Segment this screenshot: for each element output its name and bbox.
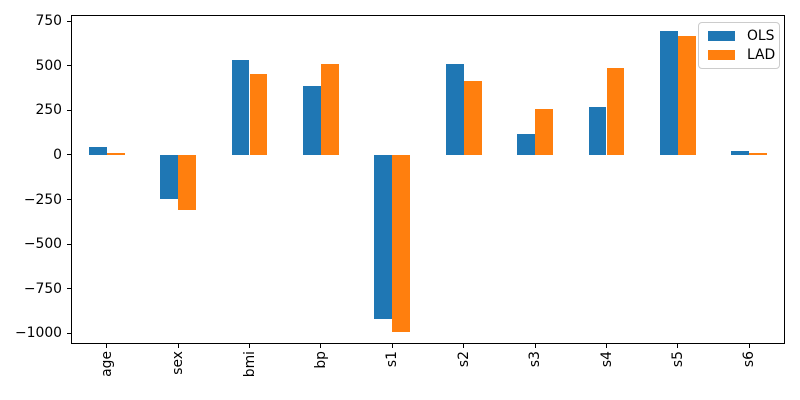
ols-bar-s4: [588, 106, 607, 155]
ols-bar-bmi: [231, 59, 250, 155]
y-tick-label: −500: [23, 236, 62, 253]
lad-bar-s2: [463, 80, 482, 155]
y-tick-mark: [67, 65, 71, 67]
x-tick-label-bmi: bmi: [241, 351, 258, 378]
lad-bar-s5: [677, 35, 696, 155]
y-tick-mark: [67, 154, 71, 156]
x-tick-mark: [249, 344, 250, 348]
y-tick-mark: [67, 288, 71, 290]
x-tick-label-s5: s5: [669, 351, 686, 368]
ols-bar-s1: [374, 154, 393, 320]
lad-bar-age: [106, 152, 125, 155]
x-tick-mark: [177, 344, 179, 348]
lad-bar-bmi: [249, 73, 268, 155]
x-tick-label-s6: s6: [741, 351, 758, 368]
lad-bar-bp: [320, 64, 339, 155]
legend-item-lad: LAD: [708, 47, 775, 63]
ols-bar-s2: [445, 64, 464, 155]
y-tick-mark: [67, 243, 71, 245]
x-tick-label-sex: sex: [170, 351, 187, 375]
x-tick-mark: [534, 344, 536, 348]
x-tick-mark: [106, 344, 108, 348]
x-tick-label-s3: s3: [527, 351, 544, 368]
lad-bar-sex: [178, 154, 196, 211]
y-tick-label: 250: [35, 102, 62, 119]
x-tick-mark: [391, 344, 393, 348]
lad-bar-s6: [749, 152, 768, 155]
lad-bar-s1: [392, 154, 411, 333]
x-tick-mark: [463, 344, 465, 348]
ols-bar-bp: [303, 86, 321, 155]
x-tick-mark: [320, 344, 322, 348]
ols-bar-s3: [517, 134, 536, 155]
x-tick-label-s2: s2: [455, 351, 472, 368]
x-tick-label-age: age: [98, 351, 115, 377]
ols-bar-sex: [160, 154, 179, 199]
y-tick-mark: [67, 109, 71, 111]
y-tick-label: 500: [35, 57, 62, 74]
lad-bar-s4: [606, 68, 625, 155]
x-tick-label-s1: s1: [384, 351, 401, 368]
y-tick-mark: [67, 332, 71, 334]
ols-bar-s6: [731, 150, 750, 155]
legend-swatch-icon: [708, 31, 735, 41]
y-tick-label: −1000: [15, 325, 62, 342]
y-tick-label: −250: [23, 191, 62, 208]
legend: OLS LAD: [698, 22, 780, 69]
legend-label: LAD: [747, 47, 776, 63]
legend-item-ols: OLS: [708, 28, 775, 44]
y-tick-mark: [67, 199, 71, 201]
y-tick-label: −750: [23, 280, 62, 297]
x-tick-label-s4: s4: [598, 351, 615, 368]
y-tick-mark: [67, 20, 71, 22]
y-tick-label: 0: [53, 146, 62, 163]
plot-area: [71, 15, 785, 344]
x-tick-label-bp: bp: [312, 351, 329, 369]
ols-bar-s5: [660, 31, 678, 155]
y-tick-label: 750: [35, 13, 62, 30]
legend-label: OLS: [747, 28, 775, 44]
x-tick-mark: [677, 344, 679, 348]
x-tick-mark: [748, 344, 750, 348]
legend-swatch-icon: [708, 50, 735, 60]
ols-bar-age: [88, 146, 107, 155]
lad-bar-s3: [535, 108, 553, 155]
x-tick-mark: [606, 344, 607, 348]
